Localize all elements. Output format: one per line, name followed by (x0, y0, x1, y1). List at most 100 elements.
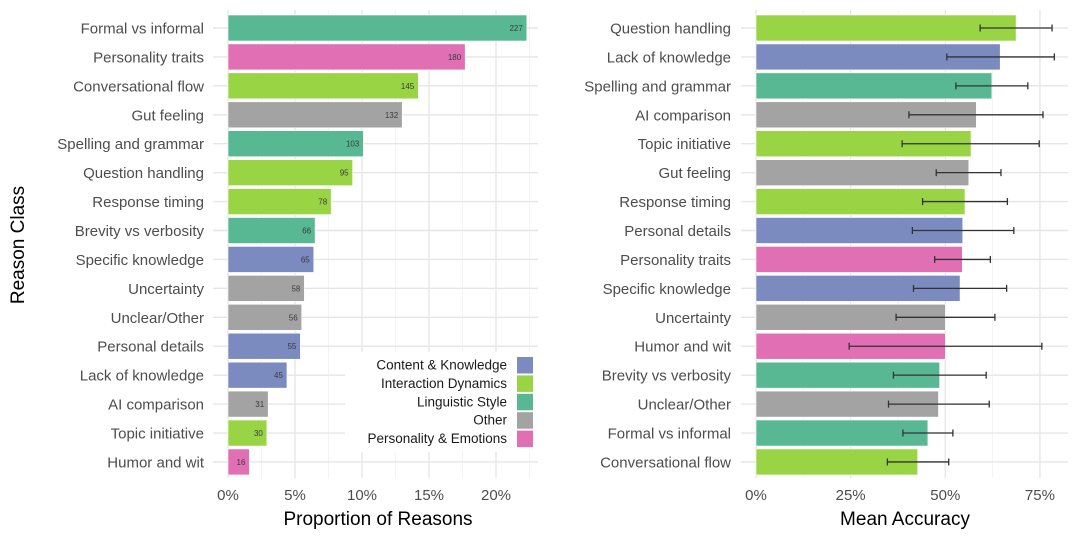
legend-key (517, 375, 533, 392)
bar-data-label: 31 (255, 400, 264, 409)
right-x-axis-title: Mean Accuracy (840, 509, 970, 530)
bar (755, 14, 1017, 42)
category-label: Gut feeling (658, 165, 731, 182)
right-x-ticks: 0% 25% 50% 75% (745, 487, 1055, 504)
error-bar (902, 429, 954, 437)
bar (755, 419, 929, 447)
x-tick-label: 15% (414, 487, 444, 504)
error-bar (848, 342, 1043, 350)
category-label: AI comparison (635, 107, 731, 124)
bar-data-label: 145 (401, 82, 415, 91)
error-bar (895, 313, 996, 321)
bar-data-label: 78 (318, 198, 327, 207)
left-category-labels: Formal vs informal Personality traits Conv… (57, 21, 205, 472)
error-bar (886, 458, 950, 466)
left-x-ticks: 0% 5% 10% 15% 20% (217, 487, 511, 504)
bar (755, 246, 963, 273)
bar-data-label: 56 (289, 313, 298, 322)
legend-background (345, 352, 538, 452)
bar (227, 448, 250, 476)
bar (227, 361, 288, 389)
category-label: Unclear/Other (638, 397, 731, 414)
left-bars: 227 180 145 132 103 95 78 66 65 58 56 55 45 31 30 16 (227, 14, 528, 476)
right-chart-accuracy: Question handling Lack of knowledge Spelli… (584, 10, 1068, 530)
category-label: Topic initiative (111, 426, 204, 443)
category-label: Unclear/Other (111, 310, 204, 327)
bar (227, 303, 302, 331)
category-label: Humor and wit (107, 454, 205, 471)
legend-key (517, 430, 533, 448)
category-label: Humor and wit (634, 339, 732, 356)
x-tick-label: 5% (284, 487, 306, 504)
legend-label: Other (473, 413, 507, 428)
category-label: AI comparison (108, 397, 204, 414)
category-label: Response timing (92, 194, 204, 211)
x-tick-label: 10% (347, 487, 377, 504)
category-label: Lack of knowledge (80, 368, 204, 385)
bar (227, 130, 364, 158)
error-bar (911, 227, 1015, 235)
error-bar (892, 371, 987, 379)
category-label: Personal details (97, 339, 204, 356)
category-label: Personality traits (620, 252, 731, 269)
bar (227, 159, 353, 186)
legend-key (517, 357, 533, 374)
bar-data-label: 45 (274, 371, 283, 380)
error-bar (887, 400, 990, 408)
category-label: Brevity vs verbosity (602, 368, 732, 385)
category-label: Conversational flow (73, 78, 204, 95)
bar (227, 246, 315, 273)
legend-key (517, 412, 533, 429)
bar (227, 332, 301, 360)
bar-data-label: 16 (237, 458, 246, 467)
x-tick-label: 25% (836, 487, 866, 504)
error-bar (955, 82, 1029, 90)
bar-data-label: 132 (385, 111, 399, 120)
category-label: Spelling and grammar (584, 78, 731, 95)
category-label: Uncertainty (128, 281, 204, 298)
bar-data-label: 103 (346, 140, 360, 149)
bar (227, 275, 305, 302)
category-label: Response timing (619, 194, 731, 211)
bar (227, 419, 268, 447)
error-bar (946, 53, 1055, 61)
error-bar (979, 24, 1053, 32)
category-label: Question handling (610, 21, 731, 38)
legend-label: Interaction Dynamics (381, 376, 507, 391)
category-label: Specific knowledge (76, 252, 204, 269)
left-chart-proportion: 227 180 145 132 103 95 78 66 65 58 56 55 45 31 30 16 Fo… (8, 10, 538, 530)
bar-data-label: 95 (340, 169, 349, 178)
bar (227, 72, 419, 100)
category-label: Specific knowledge (603, 281, 731, 298)
category-label: Formal vs informal (81, 21, 204, 38)
error-bar (935, 169, 1002, 177)
bar (227, 14, 528, 42)
category-label: Formal vs informal (608, 426, 731, 443)
legend: Content & Knowledge Interaction Dynamics L… (345, 352, 538, 452)
bar-data-label: 227 (509, 24, 523, 33)
x-tick-label: 50% (930, 487, 960, 504)
bar-data-label: 30 (254, 429, 263, 438)
bar-data-label: 55 (287, 342, 296, 351)
bar (227, 43, 466, 71)
bar (227, 217, 316, 244)
bar (227, 188, 332, 215)
error-bar (912, 284, 1008, 292)
bar-data-label: 65 (301, 255, 310, 264)
error-bar (921, 198, 1009, 206)
right-category-labels: Question handling Lack of knowledge Spelli… (584, 21, 732, 472)
error-bar (901, 140, 1040, 148)
bar (227, 101, 403, 129)
right-bars (755, 14, 1017, 476)
x-tick-label: 75% (1025, 487, 1055, 504)
bar-data-label: 58 (291, 284, 300, 293)
left-x-axis-title: Proportion of Reasons (283, 509, 472, 530)
x-tick-label: 0% (217, 487, 239, 504)
x-tick-label: 0% (745, 487, 767, 504)
category-label: Question handling (83, 165, 204, 182)
y-axis-title: Reason Class (8, 186, 29, 304)
category-label: Uncertainty (655, 310, 731, 327)
bar-data-label: 66 (302, 227, 311, 236)
category-label: Brevity vs verbosity (75, 223, 205, 240)
